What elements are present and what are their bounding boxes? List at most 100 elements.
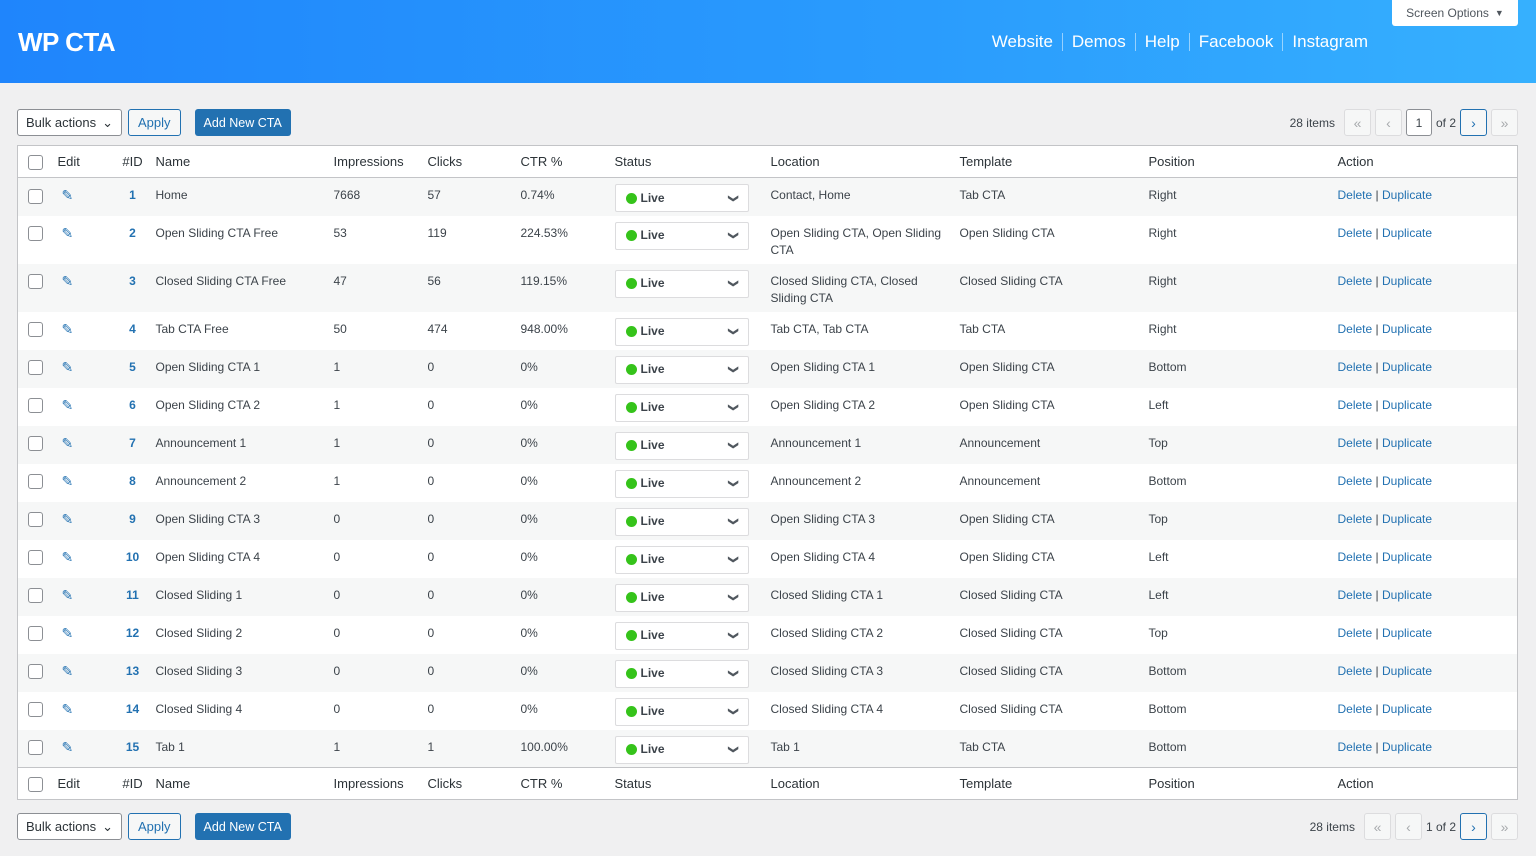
- status-select[interactable]: Live ❯: [614, 269, 749, 298]
- pencil-icon[interactable]: ✎: [61, 624, 74, 641]
- duplicate-link[interactable]: Duplicate: [1381, 321, 1433, 336]
- last-page-button[interactable]: »: [1491, 109, 1518, 136]
- duplicate-link[interactable]: Duplicate: [1381, 359, 1433, 374]
- row-id[interactable]: 15: [125, 739, 140, 754]
- delete-link[interactable]: Delete: [1337, 625, 1373, 640]
- row-checkbox[interactable]: [28, 588, 43, 604]
- row-id[interactable]: 13: [125, 663, 140, 678]
- column-header-location[interactable]: Location: [770, 767, 960, 800]
- column-header-action[interactable]: Action: [1337, 767, 1518, 800]
- nav-instagram[interactable]: Instagram: [1292, 32, 1368, 51]
- delete-link[interactable]: Delete: [1337, 473, 1373, 488]
- column-header-action[interactable]: Action: [1337, 145, 1518, 178]
- pencil-icon[interactable]: ✎: [61, 320, 74, 337]
- status-select[interactable]: Live ❯: [614, 393, 749, 422]
- delete-link[interactable]: Delete: [1337, 435, 1373, 450]
- next-page-button[interactable]: ›: [1460, 813, 1487, 840]
- nav-facebook[interactable]: Facebook: [1198, 32, 1274, 51]
- pencil-icon[interactable]: ✎: [61, 434, 74, 451]
- delete-link[interactable]: Delete: [1337, 321, 1373, 336]
- select-all-checkbox[interactable]: [28, 154, 43, 170]
- status-select[interactable]: Live ❯: [614, 621, 749, 650]
- duplicate-link[interactable]: Duplicate: [1381, 397, 1433, 412]
- row-id[interactable]: 7: [129, 435, 136, 450]
- row-id[interactable]: 5: [129, 359, 136, 374]
- status-select[interactable]: Live ❯: [614, 507, 749, 536]
- pencil-icon[interactable]: ✎: [61, 510, 74, 527]
- column-header-location[interactable]: Location: [770, 145, 960, 178]
- first-page-button[interactable]: «: [1343, 109, 1371, 136]
- select-all-checkbox[interactable]: [28, 776, 43, 792]
- screen-options-button[interactable]: Screen Options ▼: [1392, 0, 1518, 26]
- duplicate-link[interactable]: Duplicate: [1381, 473, 1433, 488]
- status-select[interactable]: Live ❯: [614, 221, 749, 250]
- delete-link[interactable]: Delete: [1337, 273, 1373, 288]
- duplicate-link[interactable]: Duplicate: [1381, 625, 1433, 640]
- column-header-impressions[interactable]: Impressions: [333, 767, 428, 800]
- delete-link[interactable]: Delete: [1337, 701, 1373, 716]
- pencil-icon[interactable]: ✎: [61, 662, 74, 679]
- add-new-cta-button-bottom[interactable]: Add New CTA: [194, 813, 291, 840]
- status-select[interactable]: Live ❯: [614, 431, 749, 460]
- row-id[interactable]: 10: [125, 549, 140, 564]
- row-checkbox[interactable]: [28, 474, 43, 490]
- last-page-button[interactable]: »: [1491, 813, 1518, 840]
- nav-help[interactable]: Help: [1144, 32, 1180, 51]
- first-page-button[interactable]: «: [1363, 813, 1391, 840]
- column-header-impressions[interactable]: Impressions: [333, 145, 428, 178]
- status-select[interactable]: Live ❯: [614, 735, 749, 764]
- nav-demos[interactable]: Demos: [1071, 32, 1126, 51]
- duplicate-link[interactable]: Duplicate: [1381, 663, 1433, 678]
- duplicate-link[interactable]: Duplicate: [1381, 273, 1433, 288]
- status-select[interactable]: Live ❯: [614, 697, 749, 726]
- row-checkbox[interactable]: [28, 550, 43, 566]
- duplicate-link[interactable]: Duplicate: [1381, 511, 1433, 526]
- delete-link[interactable]: Delete: [1337, 188, 1373, 202]
- status-select[interactable]: Live ❯: [614, 184, 749, 212]
- row-id[interactable]: 3: [129, 273, 136, 288]
- row-checkbox[interactable]: [28, 226, 43, 242]
- row-id[interactable]: 9: [129, 511, 136, 526]
- column-header-template[interactable]: Template: [959, 145, 1149, 178]
- column-header-edit[interactable]: Edit: [57, 767, 110, 800]
- apply-button-bottom[interactable]: Apply: [128, 813, 181, 840]
- delete-link[interactable]: Delete: [1337, 225, 1373, 240]
- status-select[interactable]: Live ❯: [614, 317, 749, 346]
- row-checkbox[interactable]: [28, 664, 43, 680]
- duplicate-link[interactable]: Duplicate: [1381, 549, 1433, 564]
- delete-link[interactable]: Delete: [1337, 587, 1373, 602]
- pencil-icon[interactable]: ✎: [61, 548, 74, 565]
- pencil-icon[interactable]: ✎: [61, 738, 74, 755]
- duplicate-link[interactable]: Duplicate: [1381, 701, 1433, 716]
- row-checkbox[interactable]: [28, 702, 43, 718]
- delete-link[interactable]: Delete: [1337, 511, 1373, 526]
- column-header-clicks[interactable]: Clicks: [427, 767, 521, 800]
- bulk-actions-select-bottom[interactable]: Bulk actions ⌄: [17, 813, 122, 840]
- pencil-icon[interactable]: ✎: [61, 586, 74, 603]
- pencil-icon[interactable]: ✎: [61, 224, 74, 241]
- duplicate-link[interactable]: Duplicate: [1381, 225, 1433, 240]
- row-id[interactable]: 14: [125, 701, 140, 716]
- pencil-icon[interactable]: ✎: [61, 472, 74, 489]
- duplicate-link[interactable]: Duplicate: [1381, 587, 1433, 602]
- column-header--id[interactable]: #ID: [109, 145, 156, 178]
- current-page-input[interactable]: 1: [1405, 109, 1432, 136]
- row-checkbox[interactable]: [28, 398, 43, 414]
- column-header--id[interactable]: #ID: [109, 767, 156, 800]
- bulk-actions-select[interactable]: Bulk actions ⌄: [17, 109, 122, 136]
- column-header-name[interactable]: Name: [155, 145, 334, 178]
- duplicate-link[interactable]: Duplicate: [1381, 739, 1433, 754]
- pencil-icon[interactable]: ✎: [61, 187, 74, 203]
- column-header-ctr-[interactable]: CTR %: [520, 145, 615, 178]
- column-header-status[interactable]: Status: [614, 767, 771, 800]
- apply-button[interactable]: Apply: [128, 109, 181, 136]
- pencil-icon[interactable]: ✎: [61, 700, 74, 717]
- row-id[interactable]: 1: [129, 188, 136, 202]
- status-select[interactable]: Live ❯: [614, 545, 749, 574]
- column-header-edit[interactable]: Edit: [57, 145, 110, 178]
- row-checkbox[interactable]: [28, 626, 43, 642]
- column-header-position[interactable]: Position: [1148, 145, 1338, 178]
- status-select[interactable]: Live ❯: [614, 469, 749, 498]
- row-id[interactable]: 11: [126, 587, 139, 602]
- row-id[interactable]: 6: [129, 397, 136, 412]
